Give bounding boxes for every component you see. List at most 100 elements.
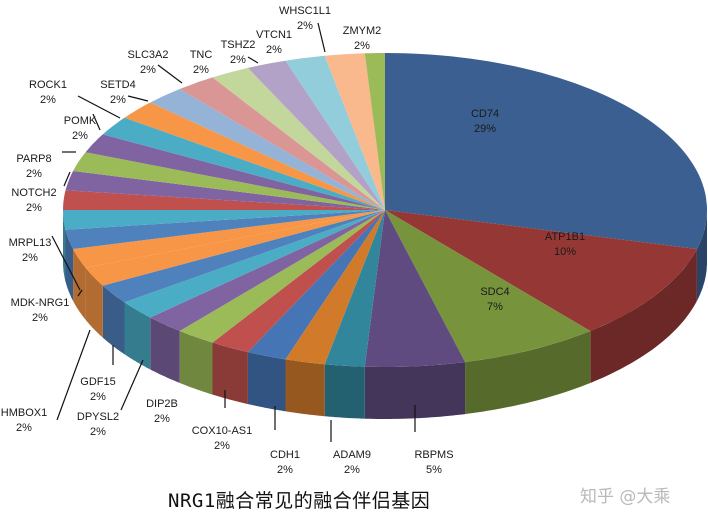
pct-adam9: 2% — [344, 464, 360, 476]
pie-slice-sdc4 — [385, 210, 591, 363]
label-rbpms: RBPMS — [414, 449, 453, 461]
pct-zmym2: 2% — [354, 40, 370, 52]
pie-side-unlabeled — [73, 249, 86, 320]
pie-slice-cdh1 — [285, 210, 385, 365]
pct-mdk-nrg1: 2% — [32, 312, 48, 324]
pie-side-hmbox1 — [124, 302, 151, 370]
pct-cd74: 29% — [474, 123, 496, 135]
label-pomk: POMK — [64, 115, 97, 127]
pct-dpysl2: 2% — [90, 426, 106, 438]
pct-cox10-as1: 2% — [214, 440, 230, 452]
pie-slice-gdf15 — [150, 210, 385, 331]
pie-side-sdc4 — [465, 331, 591, 415]
leader-line-pomk — [92, 113, 101, 131]
pie-slice-cox10-as1 — [247, 210, 385, 360]
label-setd4: SETD4 — [100, 79, 135, 91]
pct-tnc: 2% — [193, 64, 209, 76]
pct-slc3a2: 2% — [140, 64, 156, 76]
pie-slice-notch2 — [63, 190, 385, 210]
pie-slice-mrpl13 — [65, 210, 385, 249]
pct-sdc4: 7% — [487, 301, 503, 313]
pie-slice-slc3a2 — [150, 89, 385, 210]
leader-line-tshz2 — [247, 56, 259, 64]
label-gdf15: GDF15 — [80, 376, 115, 388]
leader-line-slc3a2 — [157, 64, 183, 84]
pct-dip2b: 2% — [154, 413, 170, 425]
label-atp1b1: ATP1B1 — [545, 231, 585, 243]
pie-slice-unlabeled — [63, 210, 385, 230]
pie-side-cd74 — [696, 210, 707, 301]
label-cdh1: CDH1 — [270, 449, 300, 461]
label-parp8: PARP8 — [16, 153, 51, 165]
label-mdk-nrg1: MDK-NRG1 — [11, 297, 70, 309]
pct-tshz2: 2% — [230, 54, 246, 66]
watermark: 知乎 @大乘 — [580, 487, 671, 507]
label-notch2: NOTCH2 — [11, 187, 56, 199]
leader-line-setd4 — [127, 95, 149, 102]
pct-hmbox1: 2% — [16, 422, 32, 434]
pie-slice-hmbox1 — [124, 210, 385, 318]
pie-side-adam9 — [324, 364, 365, 419]
pct-vtcn1: 2% — [266, 44, 282, 56]
pct-notch2: 2% — [26, 202, 42, 214]
pie-side-atp1b1 — [590, 249, 697, 383]
leader-line-hmbox1 — [56, 329, 91, 421]
leader-line-rock1 — [77, 95, 121, 119]
label-tnc: TNC — [190, 49, 213, 61]
pie-side-rbpms — [364, 362, 466, 419]
pie-slice-dpysl2 — [179, 210, 385, 343]
leader-line-whsc1l1 — [317, 22, 326, 53]
label-tshz2: TSHZ2 — [221, 39, 256, 51]
data-labels: CD74 29% ATP1B1 10% SDC4 7% RBPMS 5% ADAM9 2% CDH1… — [1, 5, 585, 476]
chart-title: NRG1融合常见的融合伴侣基因 — [168, 490, 431, 512]
pie-slice-rbpms — [364, 210, 466, 367]
label-rock1: ROCK1 — [29, 79, 67, 91]
pie-side-unlabeled — [63, 210, 66, 282]
pct-cdh1: 2% — [277, 464, 293, 476]
label-dip2b: DIP2B — [146, 398, 178, 410]
leader-lines — [51, 22, 416, 442]
pct-atp1b1: 10% — [554, 246, 576, 258]
pie-side-dip2b — [212, 342, 248, 405]
label-mrpl13: MRPL13 — [9, 237, 52, 249]
pct-rbpms: 5% — [426, 464, 442, 476]
label-cox10-as1: COX10-AS1 — [192, 425, 253, 437]
leader-line-notch2 — [63, 171, 71, 187]
pie-slice-parp8 — [73, 152, 385, 210]
leader-line-mdk-nrg1 — [77, 289, 83, 297]
label-hmbox1: HMBOX1 — [1, 407, 47, 419]
pie-slice-zmym2 — [324, 53, 385, 210]
label-cd74: CD74 — [471, 108, 499, 120]
pie-slice-adam9 — [324, 210, 385, 367]
pie-side-cdh1 — [285, 359, 325, 417]
pie-side-mrpl13 — [65, 229, 74, 301]
pie-slice-unlabeled — [65, 171, 385, 210]
label-whsc1l1: WHSC1L1 — [279, 5, 331, 17]
pie-slice-unlabeled — [73, 210, 385, 268]
pie-slice-cd74 — [385, 53, 707, 249]
leader-line-mrpl13 — [51, 235, 81, 291]
pie-side-faces — [63, 210, 707, 419]
pie-slice-tnc — [179, 77, 385, 211]
pie-side-dpysl2 — [179, 331, 213, 395]
label-slc3a2: SLC3A2 — [128, 49, 169, 61]
label-sdc4: SDC4 — [480, 286, 509, 298]
leader-line-dpysl2 — [120, 359, 144, 411]
pie-side-cox10-as1 — [247, 352, 286, 412]
pie-slice-pomk — [85, 134, 385, 210]
pie-side-gdf15 — [150, 317, 180, 383]
pie-slice-tshz2 — [212, 67, 385, 211]
pie-slice-unlabeled — [364, 53, 385, 210]
pct-rock1: 2% — [40, 94, 56, 106]
pct-mrpl13: 2% — [22, 252, 38, 264]
label-vtcn1: VTCN1 — [256, 29, 292, 41]
pie-slice-dip2b — [212, 210, 385, 353]
pie-slice-rock1 — [102, 117, 386, 210]
pct-setd4: 2% — [110, 94, 126, 106]
pct-whsc1l1: 2% — [297, 20, 313, 32]
label-zmym2: ZMYM2 — [343, 25, 382, 37]
pie-slice-setd4 — [124, 102, 385, 210]
label-dpysl2: DPYSL2 — [77, 411, 119, 423]
pie-top-faces — [63, 53, 707, 367]
